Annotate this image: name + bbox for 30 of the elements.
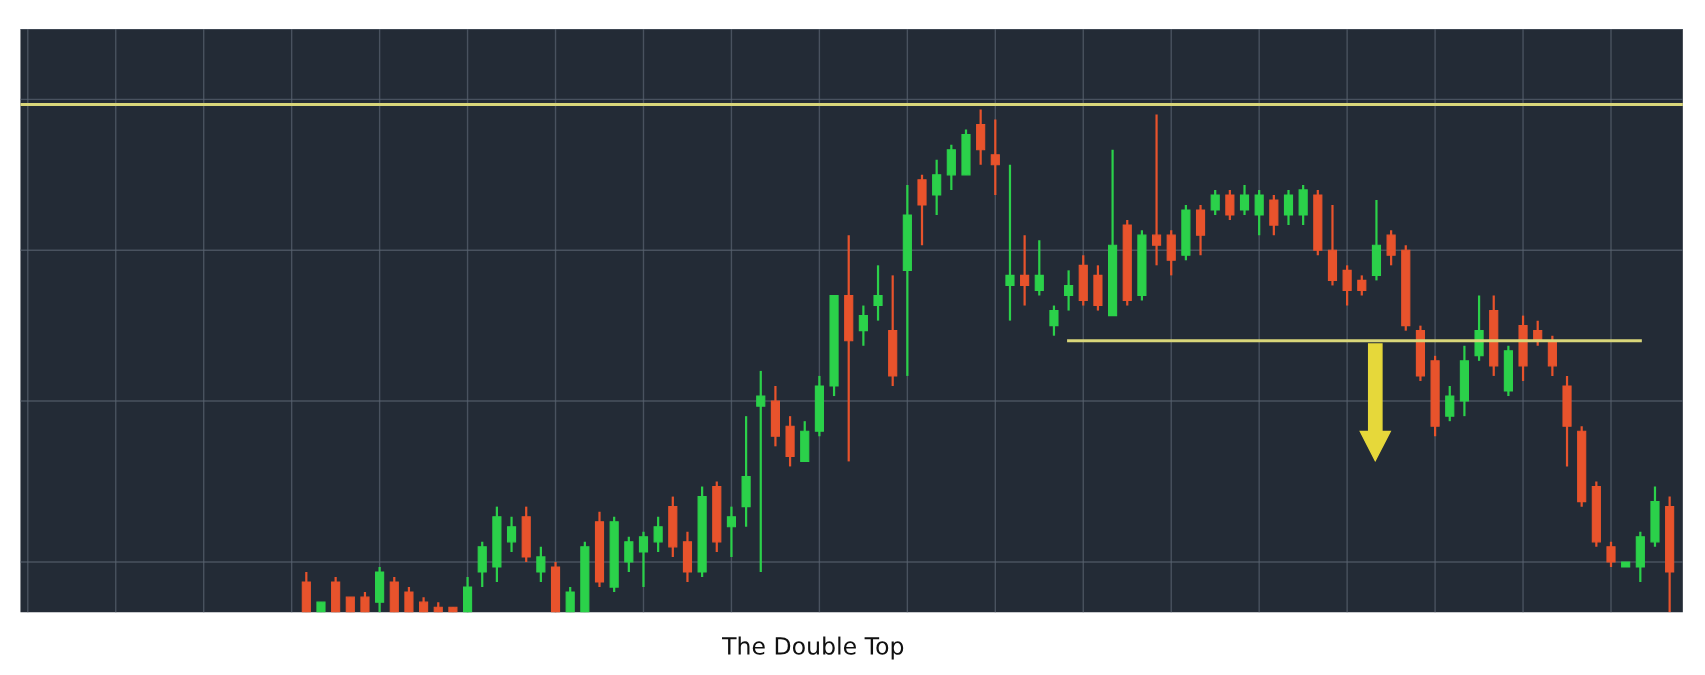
candlestick xyxy=(1357,274,1367,297)
candlestick xyxy=(1020,234,1030,307)
candlestick xyxy=(873,264,883,322)
candlestick xyxy=(1034,239,1044,297)
candlestick xyxy=(726,505,737,559)
candlestick xyxy=(1445,384,1455,423)
candlestick xyxy=(624,535,634,574)
candlestick xyxy=(1049,304,1059,337)
candlestick xyxy=(1606,540,1616,569)
candlestick xyxy=(1225,188,1235,222)
candlestick xyxy=(1239,183,1250,217)
candlestick xyxy=(1342,264,1352,307)
candlestick xyxy=(506,515,517,553)
candlestick xyxy=(1210,188,1220,217)
candlestick xyxy=(565,585,575,613)
candlestick xyxy=(858,304,868,347)
candlestick xyxy=(756,369,766,574)
candlestick xyxy=(1064,269,1074,312)
candlestick xyxy=(1254,188,1264,237)
candlestick xyxy=(1005,163,1015,322)
candlestick xyxy=(1386,229,1396,267)
candlestick xyxy=(990,118,1000,197)
candlestick xyxy=(404,585,414,613)
text: The Double Top xyxy=(722,636,904,660)
candlestick xyxy=(638,530,649,589)
candlestick xyxy=(653,515,663,553)
candlestick xyxy=(1151,113,1162,267)
candlestick xyxy=(536,545,546,584)
candlestick xyxy=(932,158,942,217)
candlestick xyxy=(1283,188,1294,227)
